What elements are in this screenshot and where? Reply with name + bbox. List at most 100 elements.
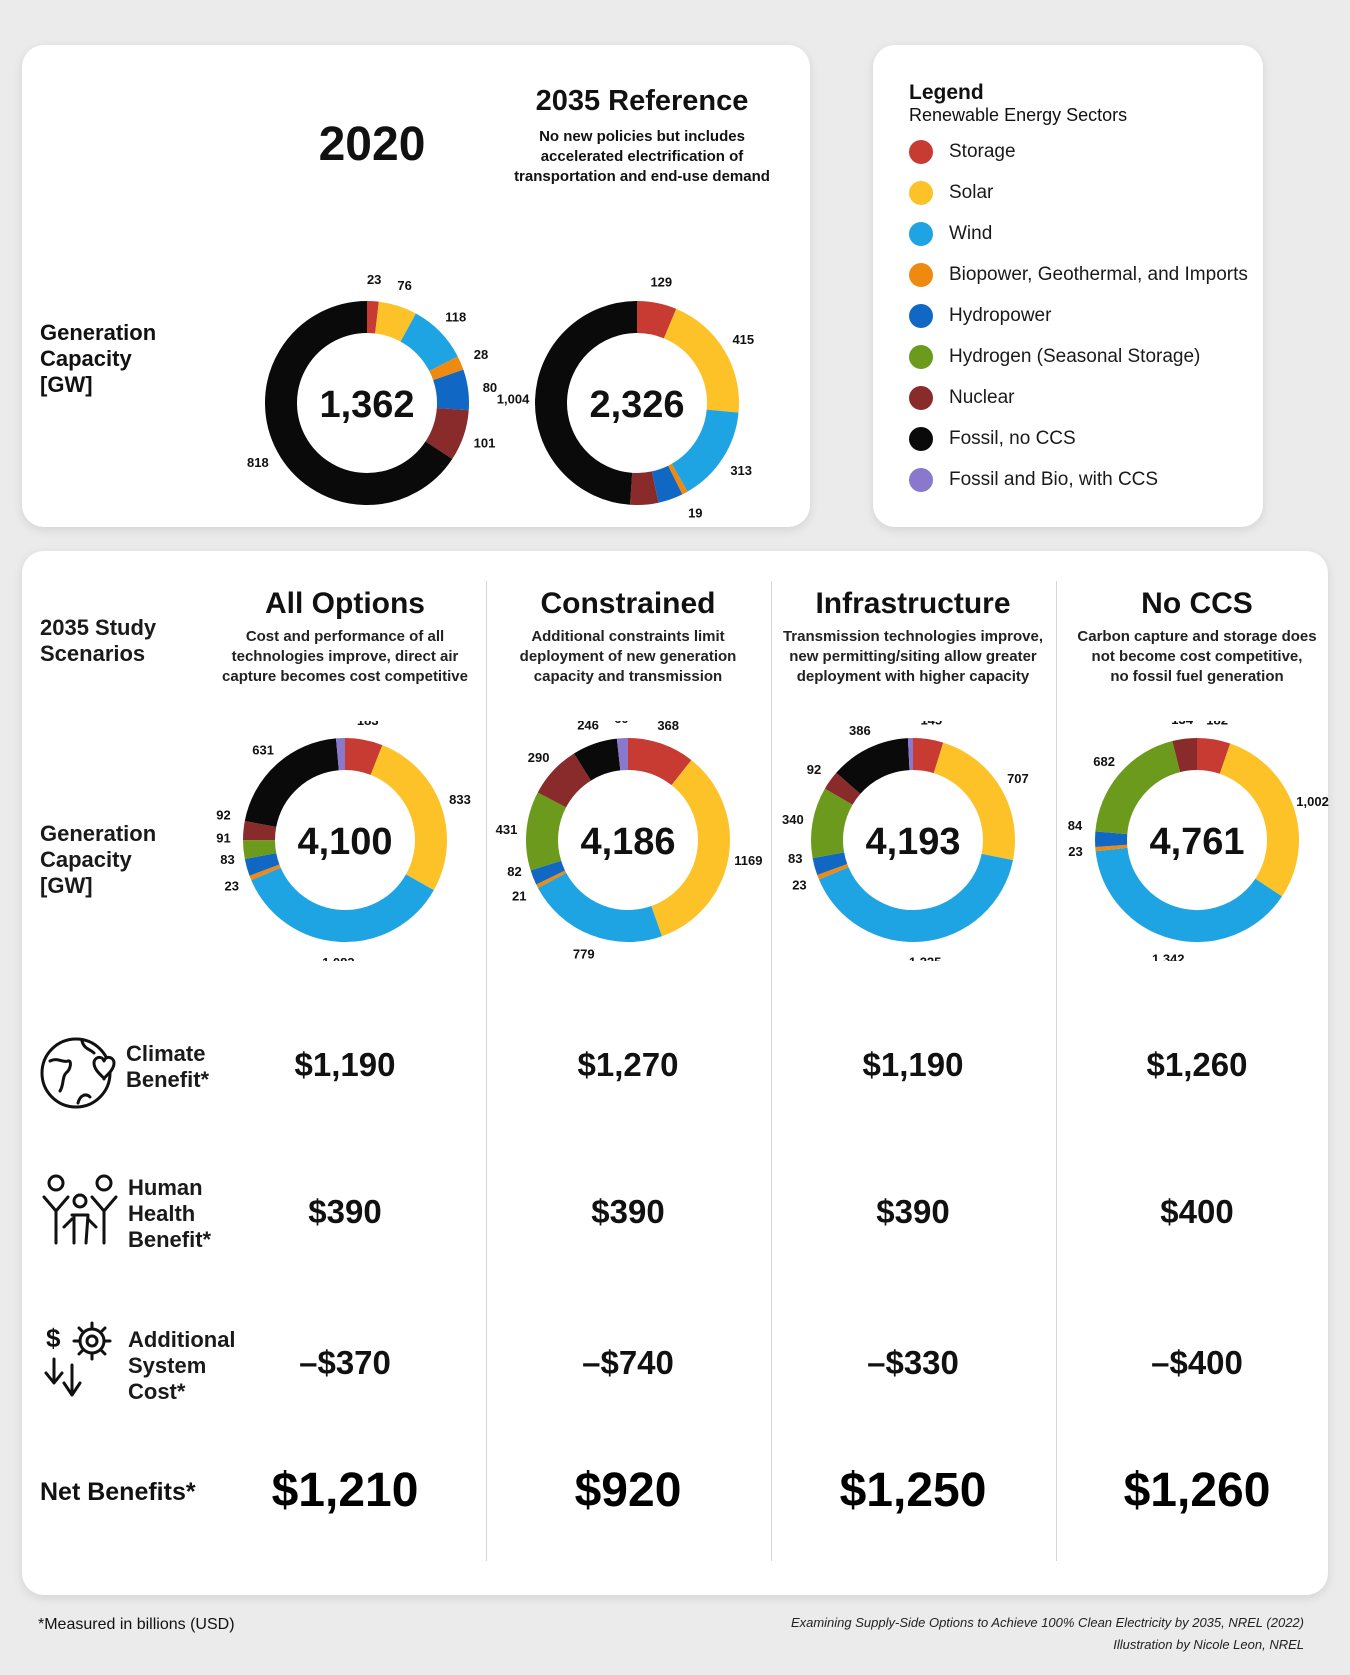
donut-data-label: 92 [807,762,821,777]
scenario-description-line: no fossil fuel generation [1110,668,1284,685]
donut-data-label: 28 [474,347,488,362]
donut-segment-wind [818,853,1013,942]
scenario-description-line: deployment of new generation [519,648,737,665]
donut-segment-biopower [249,864,281,881]
system-cost-label: Additional System Cost* [128,1327,236,1404]
donut-total-label: 4,193 [865,821,960,863]
globe-heart-icon [40,1037,116,1109]
climate-benefit-value: $1,190 [294,1046,396,1083]
legend-label: Hydropower [949,305,1052,326]
donut-data-label: 818 [247,455,269,470]
donut-data-label: 83 [220,852,234,867]
legend-swatch-wind [909,222,933,246]
donut-data-label: 182 [1206,721,1228,728]
scenario-description-line: Additional constraints limit [531,628,725,645]
scenario-description-line: deployment with higher capacity [796,668,1030,685]
donut-data-label: 779 [573,947,595,961]
donut-segment-wind [400,313,458,372]
donut-segment-solar [663,308,739,413]
donut-segment-nuclear [1172,738,1198,773]
gen-capacity-label-top: Generation Capacity [GW] [40,320,157,397]
title-2020: 2020 [318,118,426,171]
legend-label: Hydrogen (Seasonal Storage) [949,346,1201,367]
donut-data-label: 415 [732,332,754,347]
donut-chart-infrastructure: 1457071,225238334092386244,193 [782,721,1029,961]
legend-label: Fossil and Bio, with CCS [949,469,1159,490]
svg-text:$: $ [46,1323,61,1353]
scenario-description-line: Transmission technologies improve, [782,628,1044,645]
donut-data-label: 386 [849,723,871,738]
legend-subtitle: Renewable Energy Sectors [909,105,1128,125]
legend-item-fossil: Fossil, no CCS [909,424,1076,454]
donut-data-label: 76 [397,278,411,293]
donut-data-label: 60 [614,721,628,726]
donut-segment-hydrogen [243,839,277,860]
donut-data-label: 23 [225,878,239,893]
donut-segment-storage [627,738,692,786]
donut-data-label: 101 [474,436,496,451]
donut-data-label: 84 [1068,818,1083,833]
title-2035-reference: 2035 Reference [535,85,749,117]
donut-segment-storage [636,301,677,339]
donut-total-label: 1,362 [319,384,414,426]
scenario-description-line: Cost and performance of all [245,628,445,645]
scenario-description-line: technologies improve, direct air [231,648,459,665]
donut-data-label: 23 [1068,844,1082,859]
health-benefit-value: $390 [308,1193,382,1230]
donut-segment-solar [650,760,730,937]
scenario-description: Transmission technologies improve, new pe… [772,627,1054,687]
donut-total-label: 4,186 [580,821,675,863]
legend-item-hydrogen: Hydrogen (Seasonal Storage) [909,342,1200,372]
donut-total-label: 4,761 [1149,821,1244,863]
donut-segment-biopower [668,463,688,495]
study-scenarios-label: 2035 Study Scenarios [40,615,157,666]
donut-segment-biopower [817,863,849,880]
donut-data-label: 368 [657,721,679,733]
legend-swatch-ccs [909,468,933,492]
donut-data-label: 21 [512,888,526,903]
legend-swatch-biopower [909,263,933,287]
donut-data-label: 92 [216,808,230,823]
legend-swatch-hydropower [909,304,933,328]
donut-segment-storage [344,738,383,776]
scenario-title: All Options [265,587,425,620]
donut-segment-hydrogen [526,792,567,871]
donut-chart-2020: 23 76 118 28 80 101 818 1,362 [247,272,497,505]
donut-total-label: 4,100 [297,821,392,863]
health-benefit-value: $400 [1160,1193,1234,1230]
scenario-description-line: new permitting/siting allow greater [789,648,1037,665]
donut-segment-hydropower [432,369,469,411]
donut-segment-hydropower [244,852,280,876]
donut-segment-fossil [244,738,340,828]
donut-data-label: 340 [782,812,804,827]
source-citation: Examining Supply-Side Options to Achieve… [790,1615,1304,1652]
donut-data-label: 1,342 [1152,952,1185,961]
legend-label: Storage [949,141,1016,162]
donut-segment-fossil [265,301,453,505]
column-divider [771,581,772,1561]
scenario-title: Constrained [540,587,716,620]
donut-data-label: 290 [528,750,550,765]
donut-data-label: 707 [1007,771,1029,786]
net-benefits-value: $1,260 [1123,1464,1271,1517]
donut-data-label: 91 [216,830,230,845]
donut-segment-storage [366,301,379,334]
donut-total-label: 2,326 [589,384,684,426]
donut-data-label: 1,004 [497,392,530,407]
donut-segment-hydrogen [811,788,853,859]
health-benefit-value: $390 [591,1193,665,1230]
gen-capacity-label-bottom: Generation Capacity [GW] [40,821,157,898]
donut-segment-solar [374,301,416,342]
legend-swatch-storage [909,140,933,164]
donut-chart-no-ccs: 182 1,002 1,342 23 84 682 134 4,761 [1068,721,1329,961]
donut-data-label: 1,225 [909,954,942,961]
donut-data-label: 129 [650,274,672,289]
donut-segment-fossil [535,301,638,505]
family-icon [42,1174,118,1245]
legend-label: Biopower, Geothermal, and Imports [949,264,1248,285]
system-cost-value: –$370 [299,1344,391,1381]
donut-segment-solar [1219,743,1299,897]
donut-data-label: 431 [496,822,518,837]
donut-segment-wind [251,867,434,942]
